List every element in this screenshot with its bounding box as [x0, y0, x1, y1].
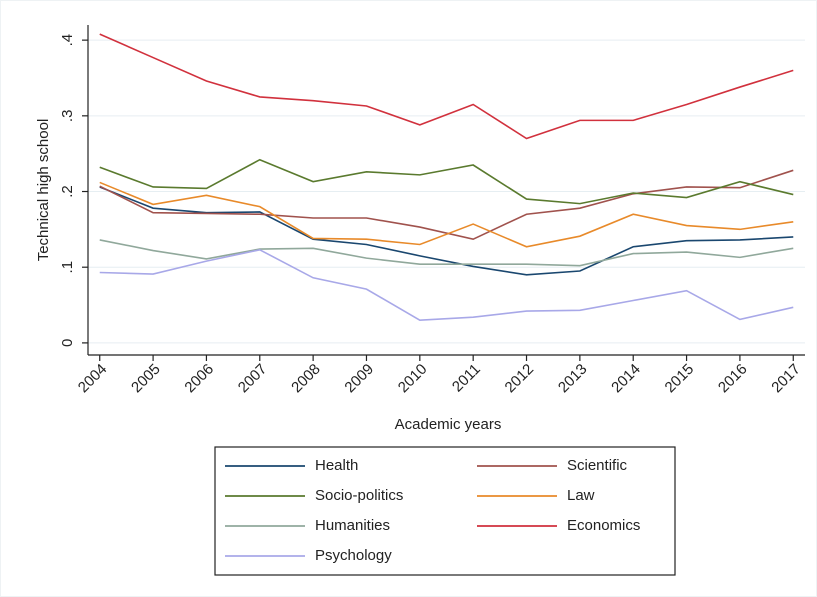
- series-line: [99, 169, 794, 241]
- legend-label: Health: [315, 457, 358, 474]
- legend-label: Socio-politics: [315, 487, 403, 504]
- series-line: [99, 33, 794, 140]
- y-axis-label: Technical high school: [35, 119, 52, 262]
- y-tick-label: 0: [59, 339, 76, 347]
- y-tick-label: .1: [59, 261, 76, 274]
- series-line: [99, 181, 794, 248]
- legend-label: Economics: [567, 517, 640, 534]
- series-line: [99, 248, 794, 321]
- legend-label: Psychology: [315, 547, 392, 564]
- y-tick-label: .2: [59, 185, 76, 198]
- x-axis-label: Academic years: [395, 416, 502, 433]
- y-tick-label: .3: [59, 110, 76, 123]
- series-line: [99, 186, 794, 276]
- legend-label: Humanities: [315, 517, 390, 534]
- y-tick-label: .4: [59, 34, 76, 47]
- series-line: [99, 239, 794, 267]
- series-line: [99, 158, 794, 205]
- legend-box: [214, 446, 676, 576]
- legend-label: Law: [567, 487, 595, 504]
- legend-label: Scientific: [567, 457, 628, 474]
